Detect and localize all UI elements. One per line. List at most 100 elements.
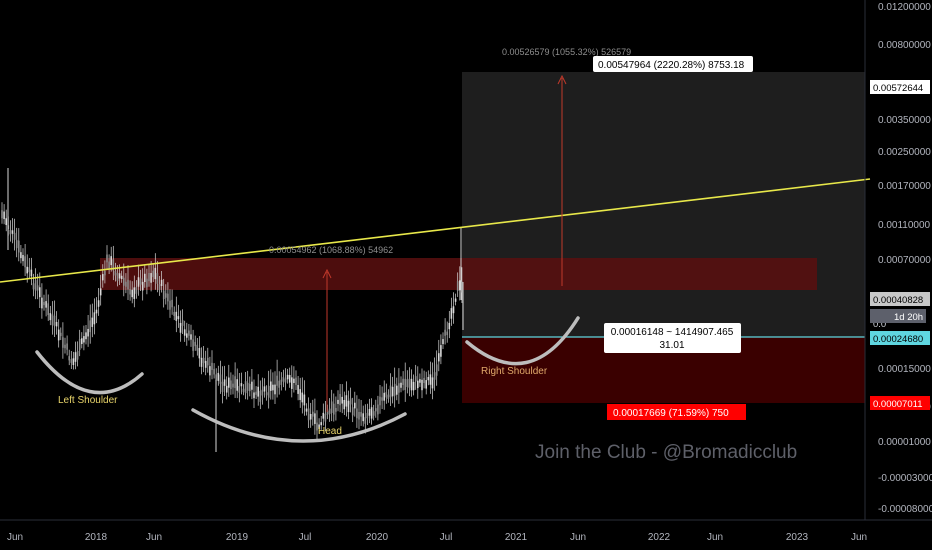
candle-body xyxy=(28,267,31,273)
candle-body xyxy=(368,409,371,416)
candle-body xyxy=(301,392,304,403)
candle-body xyxy=(402,378,404,385)
left-shoulder-label: Left Shoulder xyxy=(58,395,118,406)
candle-body xyxy=(242,388,245,392)
svg-text:1d 20h: 1d 20h xyxy=(894,312,923,323)
candle-body xyxy=(51,314,54,326)
candle-body xyxy=(30,269,33,277)
candle-body xyxy=(366,412,369,419)
candle-body xyxy=(102,274,104,281)
candle-body xyxy=(139,278,142,285)
candle-body xyxy=(259,390,262,402)
candle-body xyxy=(417,380,419,389)
candle-body xyxy=(255,391,257,395)
candle-body xyxy=(165,293,167,298)
target-label-box[interactable]: 0.00547964 (2220.28%) 8753.18 xyxy=(593,56,753,72)
candle-body xyxy=(446,331,448,336)
candle-body xyxy=(261,389,264,396)
candle-body xyxy=(307,408,310,421)
candle-body xyxy=(299,389,301,400)
candle-body xyxy=(398,383,400,393)
candle-body xyxy=(456,281,459,291)
candle-body xyxy=(249,383,251,392)
candle-body xyxy=(351,407,354,416)
candle-body xyxy=(410,378,413,391)
candle-body xyxy=(253,392,255,399)
candle-body xyxy=(22,254,24,262)
candle-body xyxy=(274,384,276,395)
candle-body xyxy=(72,358,75,366)
target-measure-top-label: 0.00526579 (1055.32%) 526579 xyxy=(502,47,631,57)
candle-body xyxy=(429,374,432,385)
candle-body xyxy=(175,311,178,321)
candle-body xyxy=(15,240,18,249)
candle-body xyxy=(320,422,322,426)
candle-body xyxy=(219,374,222,384)
candle-body xyxy=(263,386,266,392)
candle-body xyxy=(32,283,35,290)
candle-body xyxy=(13,232,16,240)
candle-body xyxy=(20,252,22,259)
candle-body xyxy=(120,275,123,280)
candle-body xyxy=(150,273,152,283)
candle-body xyxy=(333,403,335,415)
candle-body xyxy=(360,412,362,417)
x-tick-label: Jun xyxy=(146,532,162,543)
candle-body xyxy=(303,394,306,406)
candle-body xyxy=(379,396,381,406)
price-axis[interactable]: 0.01200000 0.00800000 0.00350000 0.00250000… xyxy=(878,2,932,515)
candle-body xyxy=(354,402,356,409)
candle-body xyxy=(337,399,339,404)
y-tick-label: 0.00250000 xyxy=(878,147,931,158)
candle-body xyxy=(414,376,417,382)
candle-body xyxy=(162,290,165,300)
candle-body xyxy=(230,380,232,390)
x-tick-label: 2022 xyxy=(648,532,671,543)
candle-body xyxy=(459,280,461,291)
candle-body xyxy=(364,417,367,424)
candle-body xyxy=(270,381,272,391)
candle-body xyxy=(433,372,436,380)
candle-body xyxy=(85,332,87,340)
candle-body xyxy=(448,322,451,330)
candle-body xyxy=(43,301,45,306)
y-tick-label: 0.00015000 xyxy=(878,364,931,375)
candle-body xyxy=(423,377,425,384)
neckline-trendline[interactable] xyxy=(0,178,871,283)
price-badge: 0.00007011 xyxy=(870,396,930,410)
candle-body xyxy=(452,306,455,314)
candle-body xyxy=(316,422,318,431)
candle-body xyxy=(112,259,115,271)
candles xyxy=(1,168,464,452)
candle-body xyxy=(389,385,392,398)
candle-body xyxy=(74,352,77,362)
candle-body xyxy=(171,299,173,308)
candle-body xyxy=(34,280,37,291)
stop-label-box[interactable]: 0.00017669 (71.59%) 750 xyxy=(607,404,746,420)
candle-body xyxy=(39,287,41,298)
candle-body xyxy=(198,348,201,359)
price-badge: 0.00024680 xyxy=(870,331,930,345)
candle-body xyxy=(391,386,394,397)
candle-body xyxy=(461,281,463,293)
position-info-box[interactable]: 0.00016148 ~ 1414907.465 31.01 xyxy=(604,323,741,353)
candle-body xyxy=(144,273,146,283)
candle-body xyxy=(358,411,360,420)
candle-body xyxy=(97,300,100,307)
candle-body xyxy=(154,267,157,280)
candle-body xyxy=(57,329,60,341)
candle-body xyxy=(234,376,236,389)
candle-body xyxy=(425,380,427,389)
candle-body xyxy=(209,366,211,376)
candle-body xyxy=(404,378,406,390)
candle-body xyxy=(146,278,148,288)
candle-body xyxy=(440,345,442,357)
candle-body xyxy=(141,281,144,291)
time-axis[interactable]: Jun 2018 Jun 2019 Jul 2020 Jul 2021 Jun 2022 Jun 20… xyxy=(7,532,867,543)
candle-body xyxy=(116,272,119,281)
price-badge: 0.00040828 xyxy=(870,292,930,306)
candle-body xyxy=(450,308,453,319)
candle-body xyxy=(68,356,70,361)
candle-body xyxy=(123,277,125,286)
